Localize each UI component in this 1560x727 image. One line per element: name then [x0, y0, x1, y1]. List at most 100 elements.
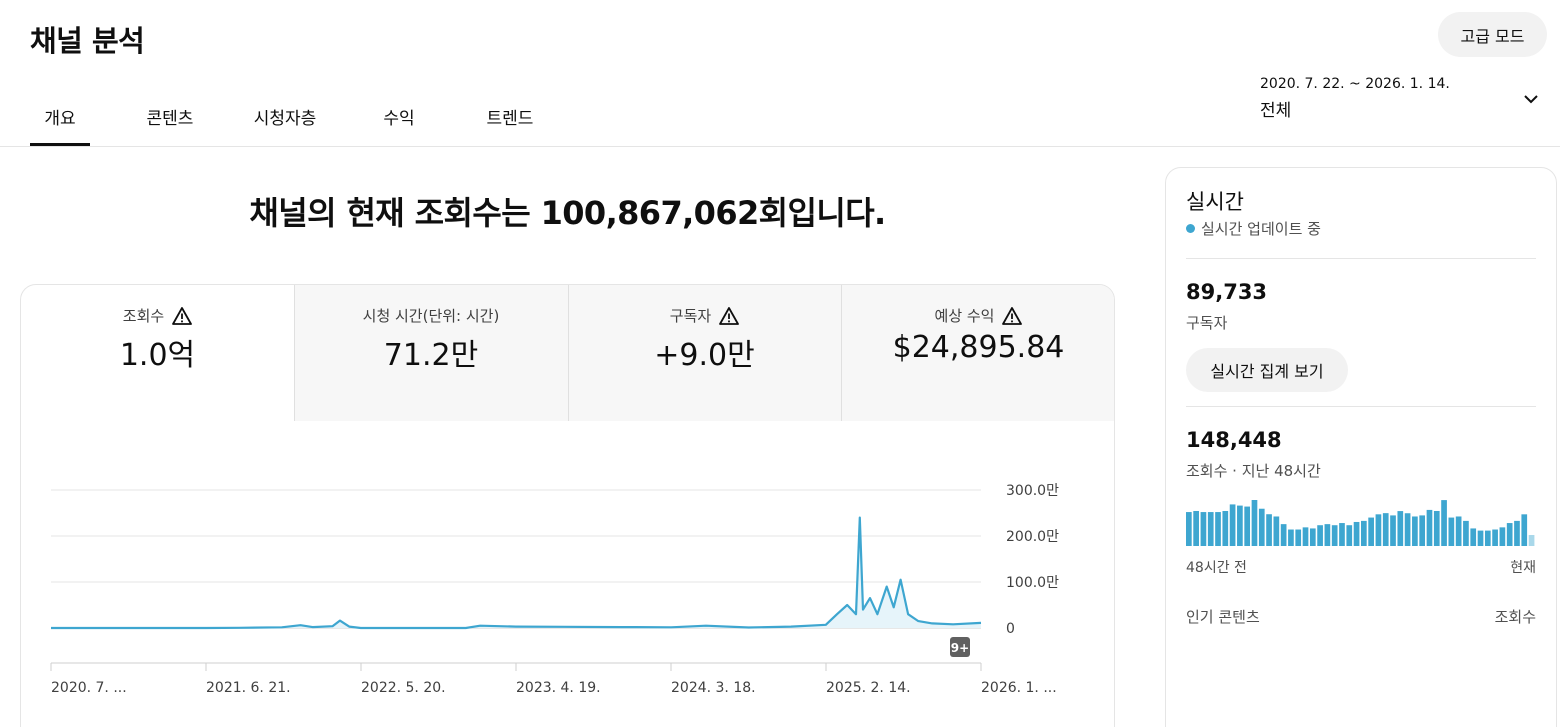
y-tick-label: 200.0만	[1006, 529, 1059, 545]
advanced-mode-button[interactable]: 고급 모드	[1438, 12, 1547, 57]
metric-separator	[841, 285, 842, 421]
metric-watch-time-value: 71.2만	[383, 338, 479, 373]
hourly-view-bar[interactable]	[1288, 529, 1294, 546]
hourly-view-bar[interactable]	[1506, 523, 1513, 546]
hourly-view-bar[interactable]	[1514, 520, 1520, 546]
realtime-card: 실시간 실시간 업데이트 중 89,733 구독자 실시간 집계 보기 148,…	[1165, 167, 1557, 727]
view-realtime-button[interactable]: 실시간 집계 보기	[1186, 348, 1348, 392]
hourly-view-bar[interactable]	[1404, 513, 1411, 546]
warning-icon[interactable]	[172, 306, 193, 325]
tab-audience[interactable]: 시청자층	[253, 109, 317, 129]
metric-revenue-label-row: 예상 수익	[935, 305, 1023, 326]
hourly-view-bar[interactable]	[1193, 510, 1199, 546]
hourly-view-bar[interactable]	[1390, 515, 1396, 546]
hourly-view-bar[interactable]	[1222, 510, 1229, 546]
realtime-title: 실시간	[1186, 190, 1244, 214]
tab-revenue[interactable]: 수익	[383, 109, 415, 129]
realtime-subscribers-value: 89,733	[1186, 280, 1268, 304]
hourly-view-bar[interactable]	[1229, 504, 1236, 546]
tab-trends[interactable]: 트렌드	[486, 109, 534, 129]
hourly-view-bar[interactable]	[1244, 506, 1251, 546]
hourly-view-bar[interactable]	[1455, 516, 1462, 546]
hourly-view-bar[interactable]	[1426, 509, 1433, 546]
hourly-view-bar[interactable]	[1200, 512, 1207, 546]
hourly-view-bar[interactable]	[1397, 511, 1404, 546]
tab-overview[interactable]: 개요	[30, 90, 90, 146]
views-line-chart[interactable]: 300.0만 200.0만 100.0만 0 2020. 7. ... 2021. 6. …	[21, 421, 1115, 727]
hourly-view-bar[interactable]	[1499, 527, 1506, 546]
hourly-view-bar[interactable]	[1339, 523, 1345, 546]
top-content-label: 인기 콘텐츠	[1186, 608, 1260, 626]
hourly-view-bar[interactable]	[1448, 517, 1455, 546]
x-tick-label: 2025. 2. 14.	[826, 680, 911, 696]
chevron-down-icon	[1524, 95, 1538, 104]
hourly-view-bar[interactable]	[1521, 514, 1528, 546]
hourly-view-bar[interactable]	[1215, 512, 1221, 546]
hourly-views-bar-chart[interactable]	[1186, 498, 1536, 546]
hourly-view-bar[interactable]	[1302, 527, 1309, 546]
hourly-view-bar[interactable]	[1419, 515, 1426, 546]
metric-subscribers-label: 구독자	[669, 307, 712, 325]
hourly-view-bar[interactable]	[1331, 525, 1338, 546]
divider	[1186, 406, 1536, 407]
hourly-view-bar[interactable]	[1207, 512, 1214, 546]
hourly-view-bar[interactable]	[1470, 528, 1477, 546]
hourly-view-bar[interactable]	[1237, 505, 1243, 546]
realtime-status: 실시간 업데이트 중	[1186, 218, 1321, 239]
metric-subscribers[interactable]: 구독자 +9.0만	[568, 285, 841, 421]
date-range-period: 전체	[1260, 101, 1292, 121]
y-tick-label: 0	[1006, 621, 1015, 637]
x-tick-label: 2020. 7. ...	[51, 680, 127, 696]
hourly-view-bar[interactable]	[1266, 514, 1272, 546]
metric-views-label-row: 조회수	[122, 305, 193, 326]
metric-revenue[interactable]: 예상 수익 $24,895.84	[841, 285, 1114, 421]
hourly-view-bar[interactable]	[1382, 513, 1389, 546]
metric-separator	[294, 285, 295, 421]
hourly-view-bar[interactable]	[1361, 520, 1367, 546]
metric-views-label: 조회수	[122, 307, 165, 325]
hourly-view-bar[interactable]	[1186, 512, 1192, 546]
realtime-views-value: 148,448	[1186, 428, 1282, 452]
more-badge[interactable]: 9+	[950, 637, 970, 657]
metric-revenue-label: 예상 수익	[934, 307, 995, 325]
hourly-view-bar[interactable]	[1492, 529, 1498, 546]
hourly-view-bar[interactable]	[1324, 524, 1331, 546]
hourly-view-bar[interactable]	[1295, 529, 1302, 546]
x-tick-label: 2026. 1. ...	[981, 680, 1057, 696]
realtime-views-label: 조회수 · 지난 48시간	[1186, 462, 1321, 480]
series-area	[51, 517, 981, 628]
hourly-view-bar[interactable]	[1463, 520, 1469, 546]
hourly-view-bar[interactable]	[1317, 525, 1323, 546]
total-views-headline: 채널의 현재 조회수는 100,867,062회입니다.	[249, 194, 886, 232]
hourly-view-bar[interactable]	[1412, 516, 1418, 546]
x-tick-label: 2022. 5. 20.	[361, 680, 446, 696]
metric-separator	[568, 285, 569, 421]
hourly-view-bar[interactable]	[1375, 514, 1382, 546]
mini-chart-axis-end: 현재	[1510, 560, 1536, 576]
warning-icon[interactable]	[719, 306, 740, 325]
hourly-view-bar[interactable]	[1441, 500, 1447, 546]
realtime-status-text: 실시간 업데이트 중	[1201, 220, 1321, 238]
metric-subscribers-value: +9.0만	[654, 338, 755, 373]
metric-watch-time[interactable]: 시청 시간(단위: 시간) 71.2만	[294, 285, 568, 421]
hourly-view-bar[interactable]	[1309, 528, 1316, 546]
hourly-view-bar[interactable]	[1273, 516, 1280, 546]
metric-subscribers-label-row: 구독자	[669, 305, 740, 326]
top-content-metric: 조회수	[1494, 608, 1536, 626]
hourly-view-bar[interactable]	[1368, 517, 1374, 546]
hourly-view-bar[interactable]	[1258, 508, 1265, 546]
warning-icon[interactable]	[1002, 306, 1023, 325]
live-dot-icon	[1186, 224, 1195, 233]
hourly-view-bar[interactable]	[1280, 524, 1287, 546]
hourly-view-bar[interactable]	[1251, 500, 1258, 546]
hourly-view-bar[interactable]	[1484, 530, 1491, 546]
hourly-view-bar[interactable]	[1353, 521, 1360, 546]
hourly-view-bar[interactable]	[1528, 535, 1535, 546]
date-range-selector[interactable]: 2020. 7. 22. ~ 2026. 1. 14. 전체	[1260, 76, 1550, 126]
metric-views[interactable]: 조회수 1.0억	[21, 285, 294, 421]
hourly-view-bar[interactable]	[1346, 525, 1353, 546]
x-tick-label: 2023. 4. 19.	[516, 680, 601, 696]
hourly-view-bar[interactable]	[1477, 530, 1484, 546]
hourly-view-bar[interactable]	[1433, 510, 1440, 546]
tab-content[interactable]: 콘텐츠	[146, 109, 194, 129]
